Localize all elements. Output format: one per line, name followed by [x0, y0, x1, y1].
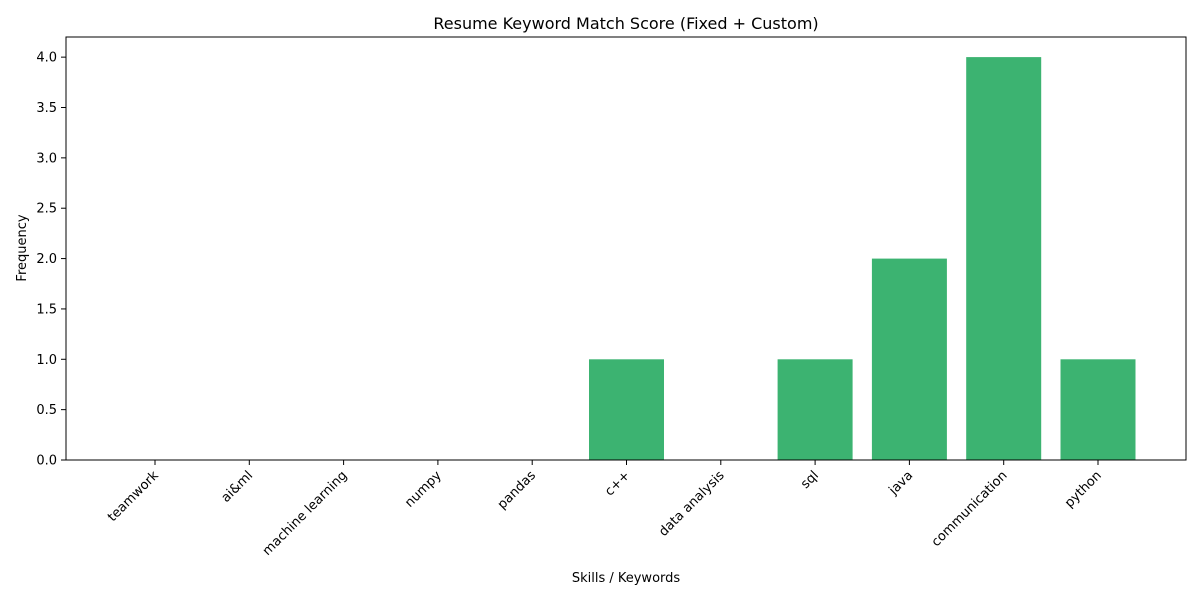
y-tick-label: 0.5: [36, 403, 57, 418]
bar-communication: [966, 57, 1042, 460]
x-tick-label: numpy: [402, 468, 445, 511]
y-tick-label: 2.0: [36, 252, 57, 267]
y-axis: 0.0 0.5 1.0 1.5 2.0 2.5 3.0 3.5 4.0: [36, 51, 66, 469]
y-tick-label: 4.0: [36, 51, 57, 66]
y-tick-label: 3.5: [36, 101, 57, 116]
x-tick-label: data analysis: [656, 468, 728, 540]
y-axis-label: Frequency: [15, 214, 30, 281]
x-tick-label: machine learning: [260, 468, 351, 559]
bar-sql: [777, 359, 853, 460]
bar-python: [1060, 359, 1136, 460]
x-tick-label: python: [1062, 468, 1105, 511]
x-tick-label: sql: [798, 468, 822, 492]
bar-c-: [589, 359, 664, 460]
y-tick-label: 2.5: [36, 202, 57, 217]
y-tick-label: 1.5: [36, 302, 57, 317]
x-tick-label: teamwork: [105, 468, 162, 525]
y-tick-label: 1.0: [36, 353, 57, 368]
bar-java: [871, 258, 947, 460]
x-axis: teamwork ai&ml machine learning numpy pandas…: [105, 460, 1105, 559]
chart-title: Resume Keyword Match Score (Fixed + Cust…: [433, 14, 818, 33]
x-axis-label: Skills / Keywords: [572, 571, 681, 586]
x-tick-label: ai&ml: [219, 468, 256, 505]
bars-group: [589, 57, 1136, 460]
y-tick-label: 3.0: [36, 151, 57, 166]
y-tick-label: 0.0: [36, 454, 57, 469]
x-tick-label: java: [886, 468, 917, 499]
x-tick-label: c++: [602, 468, 633, 499]
plot-frame: [65, 36, 1187, 461]
x-tick-label: pandas: [495, 468, 539, 512]
x-tick-label: communication: [929, 468, 1011, 550]
